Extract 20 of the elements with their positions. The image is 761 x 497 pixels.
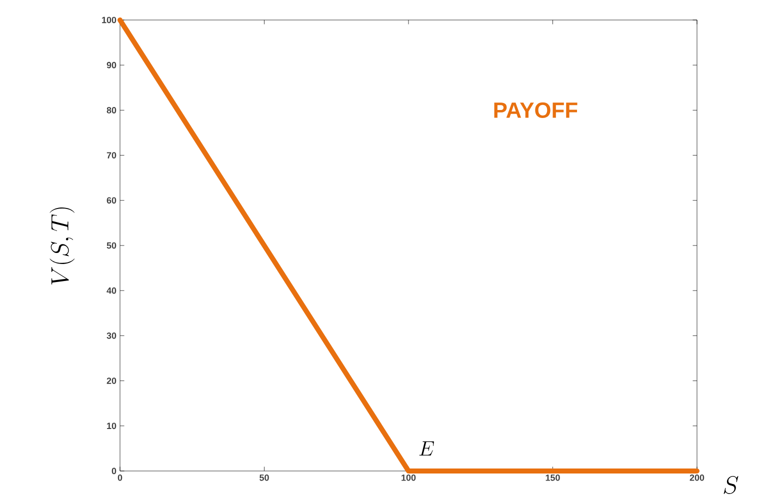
x-tick-label: 150 — [546, 474, 560, 481]
x-tick-label: 200 — [690, 474, 704, 481]
y-tick-label: 20 — [106, 378, 116, 384]
y-tick-label: 30 — [106, 332, 116, 339]
x-tick-label: 100 — [402, 474, 416, 481]
y-tick-label: 100 — [102, 16, 116, 24]
x-axis-title: $S$ — [724, 476, 738, 494]
y-tick-label: 0 — [112, 468, 116, 474]
y-axis-title: $V(S,T)$ — [50, 208, 74, 285]
x-tick-label: 50 — [260, 474, 269, 481]
x-tick-label: 0 — [118, 474, 122, 481]
y-tick-label: 70 — [106, 152, 116, 159]
annotation: $E$ — [419, 442, 434, 456]
y-tick-label: 50 — [106, 242, 116, 249]
annotation: PAYOFF — [494, 102, 578, 118]
y-tick-label: 80 — [106, 107, 116, 114]
y-tick-label: 10 — [107, 422, 116, 430]
y-tick-label: 60 — [106, 197, 116, 204]
y-tick-label: 90 — [106, 62, 116, 68]
y-tick-label: 40 — [106, 288, 116, 294]
